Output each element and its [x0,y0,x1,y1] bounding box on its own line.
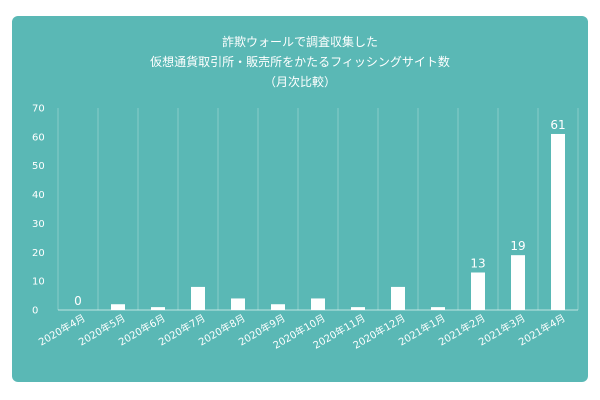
bar [311,298,325,310]
bar [471,272,485,310]
bar [431,307,445,310]
bar [271,304,285,310]
y-tick-label: 40 [32,190,45,201]
chart-title: 詐欺ウォールで調査収集した 仮想通貨取引所・販売所をかたるフィッシングサイト数 … [12,32,588,92]
y-tick-label: 0 [32,306,38,317]
data-label: 61 [550,118,565,132]
bar [151,307,165,310]
chart-title-line-2: 仮想通貨取引所・販売所をかたるフィッシングサイト数 [150,55,450,69]
chart-card: 詐欺ウォールで調査収集した 仮想通貨取引所・販売所をかたるフィッシングサイト数 … [12,16,588,382]
bar [511,255,525,310]
y-tick-label: 30 [32,219,45,230]
chart-title-line-3: （月次比較） [263,75,336,89]
data-label: 0 [74,294,82,308]
bar [351,307,365,310]
y-tick-label: 60 [32,132,45,143]
y-tick-label: 20 [32,248,45,259]
y-tick-label: 50 [32,161,45,172]
bar [111,304,125,310]
bar [551,133,565,310]
bar [391,286,405,310]
data-label: 19 [510,239,525,253]
data-label: 13 [470,256,485,270]
y-tick-label: 70 [32,104,45,115]
y-tick-label: 10 [32,277,45,288]
bar [191,286,205,310]
chart-title-line-1: 詐欺ウォールで調査収集した [221,35,378,49]
bar-chart: 0102030405060702020年4月2020年5月2020年6月2020… [32,104,579,352]
bar [231,298,245,310]
